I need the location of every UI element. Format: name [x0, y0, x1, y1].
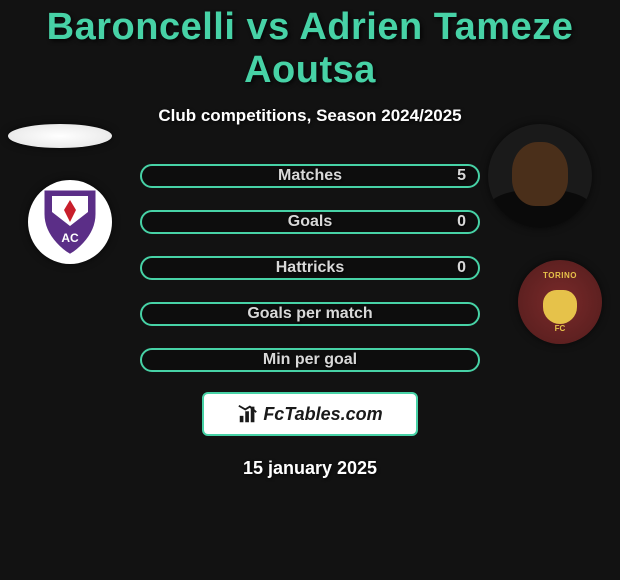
site-name: FcTables.com — [263, 404, 382, 425]
bar-chart-icon — [237, 403, 259, 425]
player-photo-left — [8, 124, 112, 148]
bull-icon — [543, 290, 577, 324]
stat-row-hattricks: Hattricks 0 — [140, 256, 480, 280]
stat-label: Matches — [278, 167, 342, 185]
svg-text:AC: AC — [61, 231, 79, 245]
comparison-title: Baroncelli vs Adrien Tameze Aoutsa — [0, 0, 620, 92]
snapshot-date: 15 january 2025 — [0, 458, 620, 479]
stat-row-min-per-goal: Min per goal — [140, 348, 480, 372]
stat-label: Hattricks — [276, 259, 344, 277]
stat-label: Goals — [288, 213, 332, 231]
stat-row-matches: Matches 5 — [140, 164, 480, 188]
stat-label: Goals per match — [247, 305, 372, 323]
player-photo-right — [488, 124, 592, 228]
site-badge[interactable]: FcTables.com — [202, 392, 418, 436]
stat-right: 0 — [457, 259, 466, 277]
stat-row-goals-per-match: Goals per match — [140, 302, 480, 326]
club-crest-right: TORINO FC — [518, 260, 602, 344]
fiorentina-crest-icon: AC — [42, 190, 98, 254]
stat-right: 0 — [457, 213, 466, 231]
stat-row-goals: Goals 0 — [140, 210, 480, 234]
stat-right: 5 — [457, 167, 466, 185]
torino-crest-text: TORINO — [543, 271, 577, 280]
club-crest-left: AC — [28, 180, 112, 264]
torino-fc-text: FC — [555, 324, 566, 333]
comparison-subtitle: Club competitions, Season 2024/2025 — [0, 106, 620, 126]
stat-label: Min per goal — [263, 351, 357, 369]
